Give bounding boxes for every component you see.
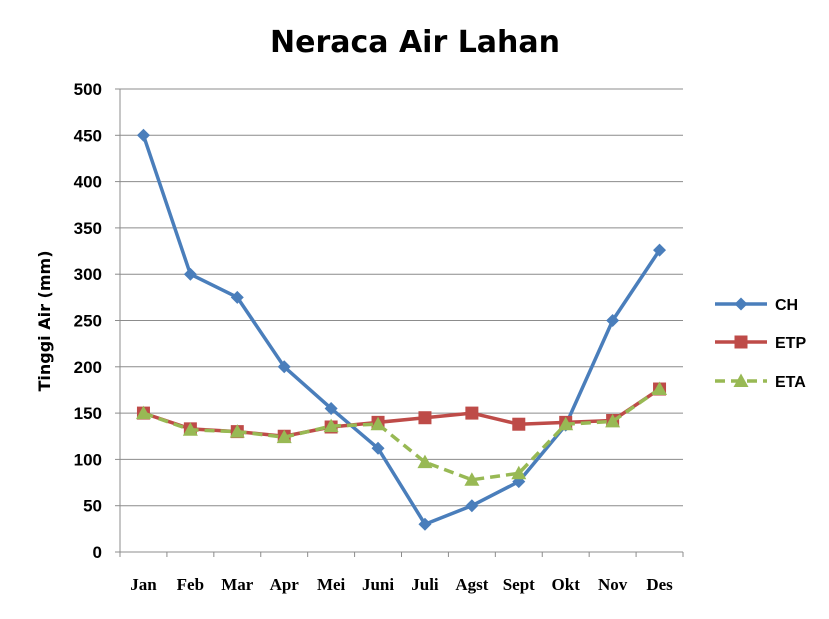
x-axis-ticks: Jan Feb Mar Apr Mei Juni Juli Agst Sept Okt Nov Des [130, 575, 673, 594]
gridlines [115, 88, 684, 557]
legend-item-ch: CH [715, 297, 798, 314]
data-point-eta-sept [511, 465, 527, 480]
xtick-label: Agst [455, 575, 488, 594]
data-point-ch-des [653, 243, 667, 257]
data-point-eta-mar [229, 424, 245, 438]
xtick-label: Mei [317, 575, 346, 594]
ytick-label: 50 [83, 497, 102, 516]
data-point-eta-jan [135, 405, 151, 420]
series-eta [135, 381, 668, 486]
legend: CH ETP ETA [715, 297, 806, 391]
data-point-eta-nov [605, 413, 621, 428]
series-ch [136, 128, 667, 531]
xtick-label: Juni [362, 575, 394, 594]
data-point-ch-mei [324, 401, 338, 415]
xtick-label: Juli [411, 575, 439, 594]
xtick-label: Nov [598, 575, 628, 594]
data-point-etp-juli [418, 411, 432, 425]
xtick-label: Feb [177, 575, 204, 594]
data-point-eta-juni [370, 416, 386, 431]
data-point-eta-agst [464, 472, 480, 486]
data-point-etp-agst [465, 406, 479, 420]
data-point-eta-juli [417, 454, 433, 469]
data-point-ch-agst [465, 499, 479, 513]
data-point-eta-apr [276, 429, 292, 444]
data-point-etp-sept [512, 417, 526, 431]
data-point-ch-mar [230, 290, 244, 304]
data-point-eta-feb [182, 422, 198, 436]
series-group [135, 128, 668, 531]
legend-label: ETP [775, 335, 806, 352]
y-axis-label: Tinggi Air (mm) [35, 250, 54, 391]
ytick-label: 500 [74, 80, 102, 99]
ytick-label: 0 [93, 543, 102, 562]
data-point-eta-mei [323, 418, 339, 433]
xtick-label: Jan [130, 575, 157, 594]
data-point-ch-juli [418, 517, 432, 531]
legend-marker [734, 335, 748, 349]
data-point-eta-des [652, 381, 668, 396]
ytick-label: 200 [74, 358, 102, 377]
series-line-eta [142, 387, 661, 482]
data-point-ch-apr [277, 360, 291, 374]
xtick-label: Sept [503, 575, 535, 594]
data-point-ch-jan [136, 128, 150, 142]
ytick-label: 400 [74, 173, 102, 192]
series-line-ch [141, 134, 661, 526]
ytick-label: 350 [74, 219, 102, 238]
data-point-ch-juni [371, 441, 385, 455]
xtick-label: Mar [221, 575, 254, 594]
ytick-label: 250 [74, 312, 102, 331]
xtick-label: Apr [270, 575, 300, 594]
legend-marker [734, 297, 748, 311]
data-point-ch-nov [606, 314, 620, 327]
legend-label: ETA [775, 374, 806, 391]
legend-marker [733, 373, 749, 387]
ytick-label: 300 [74, 265, 102, 284]
data-point-ch-feb [183, 267, 197, 281]
legend-item-eta: ETA [715, 373, 806, 391]
xtick-label: Okt [552, 575, 581, 594]
chart-title: Neraca Air Lahan [270, 25, 560, 60]
ytick-label: 150 [74, 404, 102, 423]
legend-label: CH [775, 297, 798, 314]
y-axis-ticks: 0 50 100 150 200 250 300 350 400 450 500 [74, 80, 102, 562]
ytick-label: 100 [74, 450, 102, 469]
data-point-eta-okt [558, 416, 574, 431]
legend-item-etp: ETP [715, 335, 806, 352]
xtick-label: Des [646, 575, 673, 594]
ytick-label: 450 [74, 126, 102, 145]
